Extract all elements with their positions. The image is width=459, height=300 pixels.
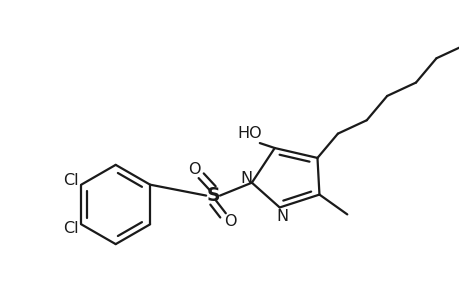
- Text: N: N: [241, 171, 252, 186]
- Text: HO: HO: [237, 126, 262, 141]
- Text: O: O: [223, 214, 236, 229]
- Text: S: S: [206, 186, 219, 205]
- Text: N: N: [276, 209, 288, 224]
- Text: O: O: [188, 162, 200, 177]
- Text: Cl: Cl: [62, 221, 78, 236]
- Text: Cl: Cl: [62, 173, 78, 188]
